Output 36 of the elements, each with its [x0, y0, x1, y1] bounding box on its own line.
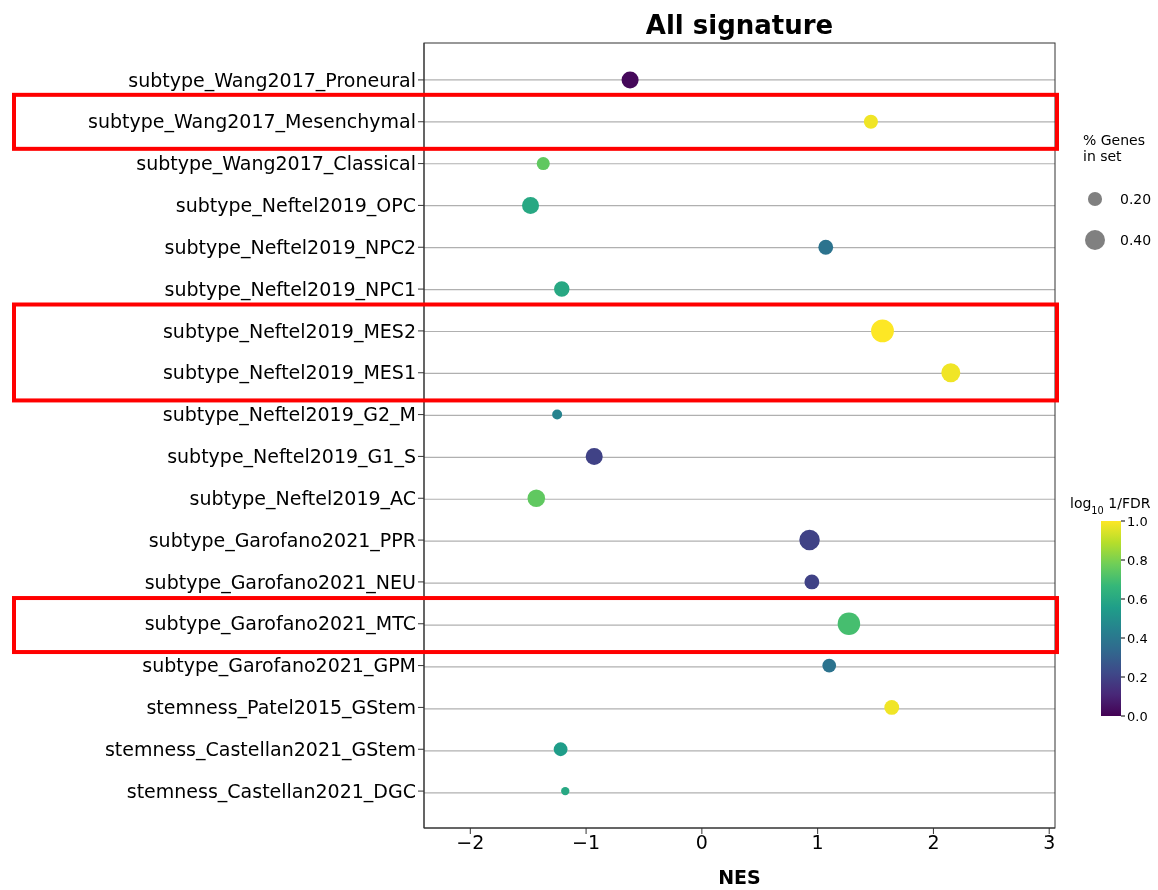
- x-tick-label: 2: [927, 831, 940, 854]
- color-bar-label: 0.8: [1127, 553, 1148, 568]
- color-bar-label: 0.2: [1127, 670, 1148, 685]
- y-tick-label: subtype_Neftel2019_G2_M: [162, 403, 416, 427]
- x-tick-label: −2: [456, 831, 485, 854]
- y-tick-label: subtype_Garofano2021_MTC: [144, 612, 416, 636]
- x-tick-label: 0: [695, 831, 708, 854]
- y-tick-label: subtype_Neftel2019_MES2: [162, 319, 416, 343]
- y-tick-label: subtype_Neftel2019_NPC1: [164, 277, 416, 301]
- chart-title: All signature: [645, 10, 834, 40]
- y-tick-label: subtype_Neftel2019_OPC: [175, 194, 416, 218]
- y-tick-label: stemness_Castellan2021_GStem: [104, 737, 416, 761]
- legend-label: 0.40: [1120, 232, 1152, 248]
- color-bar-label: 1.0: [1127, 514, 1148, 529]
- y-tick-label: stemness_Castellan2021_DGC: [126, 779, 416, 803]
- color-bar-label: 0.6: [1127, 592, 1148, 607]
- y-tick-label: subtype_Neftel2019_NPC2: [164, 235, 416, 259]
- y-tick-label: subtype_Neftel2019_G1_S: [167, 445, 416, 469]
- x-tick-label: 1: [811, 831, 824, 854]
- y-tick-label: subtype_Neftel2019_MES1: [162, 361, 416, 385]
- y-tick-label: subtype_Wang2017_Proneural: [128, 68, 416, 92]
- y-tick-label: subtype_Neftel2019_AC: [189, 486, 416, 510]
- x-tick-label: −1: [572, 831, 601, 854]
- legend-label: 0.20: [1120, 191, 1152, 207]
- x-tick-label: 3: [1043, 831, 1056, 854]
- color-bar-title: log$_{10}$ 1/FDR: [1070, 495, 1151, 516]
- y-tick-label: subtype_Wang2017_Mesenchymal: [88, 110, 416, 134]
- y-tick-label: stemness_Patel2015_GStem: [146, 696, 416, 720]
- color-bar-label: 0.0: [1127, 709, 1148, 724]
- y-tick-label: subtype_Garofano2021_NEU: [144, 570, 416, 594]
- y-tick-label: subtype_Garofano2021_PPR: [148, 528, 416, 552]
- y-tick-label: subtype_Garofano2021_GPM: [142, 654, 416, 678]
- y-tick-label: subtype_Wang2017_Classical: [136, 152, 416, 176]
- color-bar-label: 0.4: [1127, 631, 1148, 646]
- legend-title: % Genes in set: [1083, 132, 1145, 164]
- x-axis-title: NES: [718, 866, 761, 888]
